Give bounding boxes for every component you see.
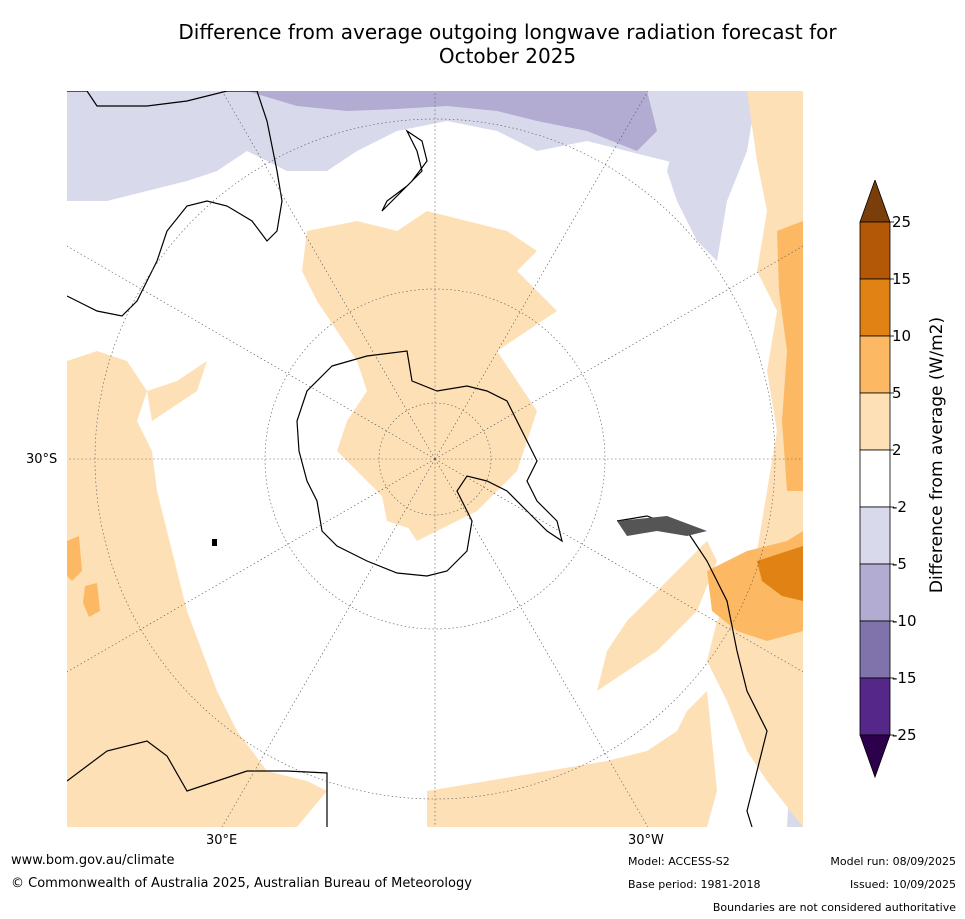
colorbar-extend-bottom bbox=[859, 734, 891, 779]
moderate-positive-right bbox=[777, 221, 803, 491]
latitude-label-30s: 30°S bbox=[26, 452, 58, 467]
footer-model: Model: ACCESS-S2 bbox=[628, 855, 730, 868]
meridian-9 bbox=[434, 245, 803, 460]
colorbar: 25 15 10 5 2 -2 -5 -10 -15 -25 bbox=[859, 180, 917, 779]
colorbar-band bbox=[859, 392, 891, 451]
negative-anomaly-region-2 bbox=[667, 91, 757, 261]
footer-copyright: © Commonwealth of Australia 2025, Austra… bbox=[11, 876, 472, 891]
moderate-positive-west-2 bbox=[83, 583, 100, 617]
footer-issued: Issued: 10/09/2025 bbox=[849, 878, 956, 891]
meridian-11 bbox=[434, 91, 649, 460]
coastline-new-zealand bbox=[381, 129, 428, 212]
meridian-12 bbox=[221, 458, 436, 827]
colorbar-band bbox=[859, 677, 891, 736]
latitude-circle-2 bbox=[264, 288, 606, 630]
colorbar-band bbox=[859, 335, 891, 394]
colorbar-band bbox=[859, 449, 891, 508]
positive-anomaly-left bbox=[67, 351, 327, 827]
colorbar-tick-label: 25 bbox=[892, 213, 911, 231]
footer-model-run: Model run: 08/09/2025 bbox=[830, 855, 956, 868]
map-title: Difference from average outgoing longwav… bbox=[100, 20, 915, 68]
moderate-positive-southeast-core bbox=[757, 546, 803, 601]
meridian-7 bbox=[221, 91, 436, 460]
positive-anomaly-central-2 bbox=[377, 471, 447, 531]
colorbar-tick-label: 5 bbox=[892, 384, 902, 402]
colorbar-tick-label: 2 bbox=[892, 441, 902, 459]
land-patch-island bbox=[212, 539, 217, 546]
map-title-line1: Difference from average outgoing longwav… bbox=[178, 20, 837, 44]
colorbar-tick-label: -2 bbox=[892, 498, 907, 516]
longitude-label-30w: 30°W bbox=[628, 833, 664, 848]
meridian-10 bbox=[67, 458, 436, 673]
colorbar-segments bbox=[859, 180, 891, 779]
longitude-label-30e: 30°E bbox=[206, 833, 238, 848]
moderate-positive-west bbox=[67, 536, 82, 581]
colorbar-ticks: 25 15 10 5 2 -2 -5 -10 -15 -25 bbox=[890, 213, 917, 744]
polar-map bbox=[67, 91, 803, 827]
coastline-australia bbox=[67, 91, 283, 317]
footer-website[interactable]: www.bom.gov.au/climate bbox=[11, 853, 175, 868]
meridian-6 bbox=[434, 458, 803, 673]
colorbar-band bbox=[859, 563, 891, 622]
colorbar-tick-label: -15 bbox=[892, 669, 917, 687]
colorbar-extend-top bbox=[859, 180, 891, 223]
negative-anomaly-core bbox=[247, 91, 657, 151]
colorbar-band bbox=[859, 620, 891, 679]
positive-anomaly-central bbox=[302, 211, 557, 541]
colorbar-tick-label: 15 bbox=[892, 270, 911, 288]
colorbar-tick-label: -25 bbox=[892, 726, 917, 744]
land-patch-falklands bbox=[617, 516, 707, 536]
footer-disclaimer: Boundaries are not considered authoritat… bbox=[712, 901, 956, 914]
colorbar-band bbox=[859, 506, 891, 565]
graticule bbox=[67, 91, 803, 827]
meridian-8 bbox=[434, 458, 649, 827]
colorbar-title: Difference from average (W/m2) bbox=[927, 316, 947, 594]
coastline-africa bbox=[67, 740, 328, 827]
meridian-5 bbox=[67, 245, 436, 460]
coastline-antarctica bbox=[296, 350, 563, 577]
colorbar-tick-label: 10 bbox=[892, 327, 911, 345]
footer-base-period: Base period: 1981-2018 bbox=[628, 878, 761, 891]
positive-anomaly-south-america bbox=[597, 541, 717, 691]
positive-anomaly-left-2 bbox=[147, 361, 207, 421]
colorbar-band bbox=[859, 221, 891, 280]
colorbar-band bbox=[859, 278, 891, 337]
map-title-line2: October 2025 bbox=[438, 44, 577, 68]
colorbar-tick-label: -10 bbox=[892, 612, 917, 630]
colorbar-tick-label: -5 bbox=[892, 555, 907, 573]
